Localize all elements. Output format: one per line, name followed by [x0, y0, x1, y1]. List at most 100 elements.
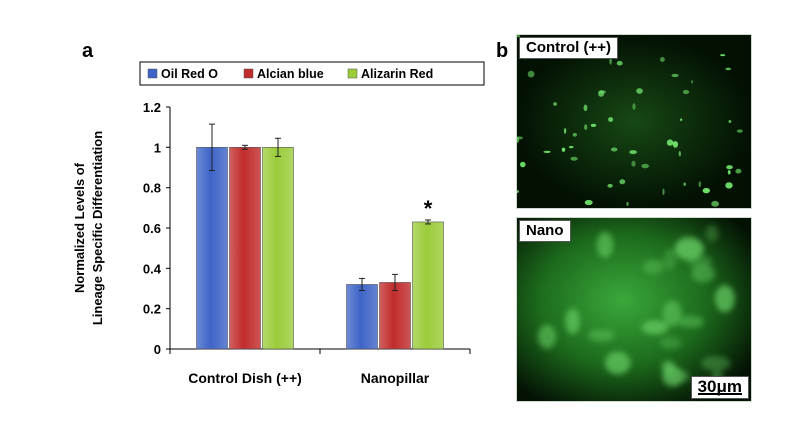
cell-spot	[517, 136, 523, 140]
cell-spot	[543, 150, 551, 153]
y-tick-label: 1	[154, 140, 161, 155]
cell-spot	[714, 285, 735, 313]
cell-spot	[568, 145, 574, 149]
cell-spot	[691, 80, 694, 84]
cell-spot	[596, 232, 614, 258]
legend-swatch	[147, 68, 158, 79]
legend-swatch	[243, 68, 254, 79]
cell-spot	[683, 182, 686, 186]
cell-spot	[520, 161, 526, 168]
cell-spot	[691, 264, 715, 283]
y-tick-label: 0.8	[143, 181, 161, 196]
cell-spot	[598, 90, 605, 97]
cell-spot	[675, 239, 705, 259]
bar	[346, 284, 378, 350]
micrograph-nano: Nano 30μm	[516, 217, 752, 402]
cell-spot	[702, 187, 710, 194]
cell-spot	[583, 104, 588, 112]
cell-spot	[641, 163, 649, 169]
cell-spot	[728, 120, 732, 123]
cell-spot	[584, 124, 588, 130]
cell-spot	[641, 320, 668, 335]
cell-spot	[609, 57, 612, 65]
cell-spot	[587, 329, 615, 342]
cell-spot	[659, 337, 682, 349]
cell-spot	[735, 168, 742, 174]
cell-spot	[619, 179, 626, 185]
panel-label-b: b	[496, 40, 509, 62]
cell-spot	[672, 141, 679, 148]
micrograph-control: Control (++)	[516, 34, 752, 209]
cell-spot	[720, 54, 726, 57]
cell-spot	[527, 70, 535, 78]
cell-spot	[570, 156, 578, 161]
cell-spot	[678, 151, 681, 157]
cell-spot	[666, 139, 674, 146]
cell-spot	[607, 183, 613, 188]
micrograph-nano-image	[517, 218, 751, 401]
scale-bar: 30μm	[690, 376, 749, 399]
bar	[262, 147, 294, 350]
cell-spot	[698, 181, 702, 188]
y-tick-label: 0.2	[143, 302, 161, 317]
cell-spot	[671, 73, 679, 78]
legend-label: Alcian blue	[257, 67, 324, 81]
cell-spot	[642, 259, 665, 274]
y-axis-label: Normalized Levels of	[72, 162, 87, 293]
cell-spot	[662, 188, 665, 196]
cell-spot	[705, 224, 719, 242]
cell-spot	[590, 123, 597, 127]
cell-spot	[616, 60, 623, 66]
cell-spot	[604, 351, 631, 375]
cell-spot	[608, 117, 614, 122]
scale-bar-label: 30μm	[697, 377, 742, 396]
scale-bar-line	[697, 393, 742, 395]
cell-spot	[572, 133, 577, 137]
cell-spot	[662, 366, 684, 387]
cell-spot	[687, 255, 713, 268]
cell-spot	[517, 35, 521, 38]
micrograph-control-label: Control (++)	[519, 37, 618, 59]
cell-spot	[563, 128, 567, 134]
panel-label-a: a	[82, 40, 94, 62]
cell-spot	[537, 324, 557, 349]
cell-spot	[725, 182, 733, 189]
cell-spot	[553, 102, 557, 106]
cell-spot	[636, 88, 643, 94]
x-tick-label: Control Dish (++)	[188, 370, 302, 386]
legend-swatch	[347, 68, 358, 79]
cell-spot	[701, 356, 731, 371]
legend-label: Alizarin Red	[361, 67, 433, 81]
cell-spot	[626, 201, 629, 206]
x-tick-label: Nanopillar	[361, 370, 430, 386]
cell-spot	[631, 160, 636, 167]
y-tick-label: 0	[154, 342, 161, 357]
cell-spot	[584, 199, 593, 206]
y-tick-label: 1.2	[143, 100, 161, 115]
significance-marker: *	[424, 196, 433, 221]
cell-spot	[682, 89, 690, 95]
cell-spot	[678, 315, 704, 328]
bar	[379, 282, 411, 350]
cell-spot	[660, 57, 665, 62]
legend-box	[139, 61, 485, 86]
y-tick-label: 0.4	[143, 261, 162, 276]
cell-spot	[662, 300, 682, 327]
cell-spot	[561, 147, 566, 152]
bar	[412, 221, 444, 350]
legend-label: Oil Red O	[161, 67, 218, 81]
cell-spot	[711, 200, 719, 207]
cell-spot	[629, 150, 637, 155]
cell-spot	[610, 147, 618, 152]
cell-spot	[517, 190, 519, 193]
cell-spot	[663, 248, 677, 270]
cell-spot	[727, 170, 731, 175]
bar	[229, 147, 261, 350]
y-axis-label: Lineage Specific Differentiation	[90, 131, 105, 325]
micrograph-control-image	[517, 35, 751, 208]
bar	[196, 147, 228, 350]
cell-spot	[680, 118, 683, 121]
cell-spot	[736, 129, 743, 133]
